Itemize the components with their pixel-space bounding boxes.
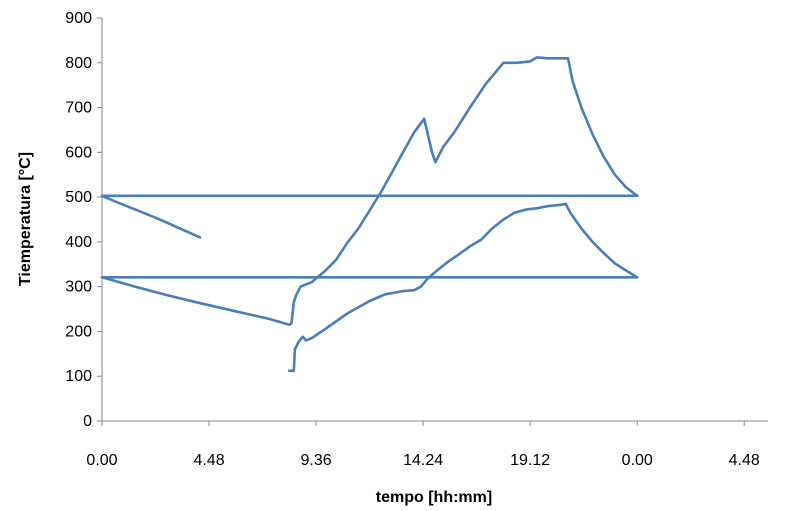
series-line-1 [100, 194, 202, 239]
y-tick-label: 100 [65, 368, 92, 385]
y-tick-label: 200 [65, 323, 92, 340]
x-axis-title: tempo [hh:mm] [376, 489, 492, 506]
x-tick-label: 14.24 [403, 452, 443, 469]
y-axis-title: Tiemperatura [°C] [17, 152, 34, 286]
y-tick-label: 900 [65, 10, 92, 27]
y-tick-label: 0 [83, 413, 92, 430]
x-tick-label: 0.00 [86, 452, 117, 469]
y-tick-label: 800 [65, 55, 92, 72]
x-axis-ticks: 0.00 4.48 9.36 14.24 19.12 0.00 4.48 [86, 421, 760, 469]
x-tick-label: 19.12 [510, 452, 550, 469]
x-tick-label: 9.36 [300, 452, 331, 469]
y-tick-label: 400 [65, 234, 92, 251]
series-layer [100, 56, 639, 373]
y-tick-label: 600 [65, 144, 92, 161]
y-axis-ticks: 0 100 200 300 400 500 600 700 800 900 [65, 10, 102, 430]
x-tick-label: 4.48 [729, 452, 760, 469]
y-tick-label: 300 [65, 279, 92, 296]
x-tick-label: 0.00 [622, 452, 653, 469]
y-tick-label: 700 [65, 100, 92, 117]
y-tick-label: 500 [65, 189, 92, 206]
series-line-5 [287, 202, 639, 373]
series-line-3 [100, 56, 639, 327]
x-tick-label: 4.48 [193, 452, 224, 469]
